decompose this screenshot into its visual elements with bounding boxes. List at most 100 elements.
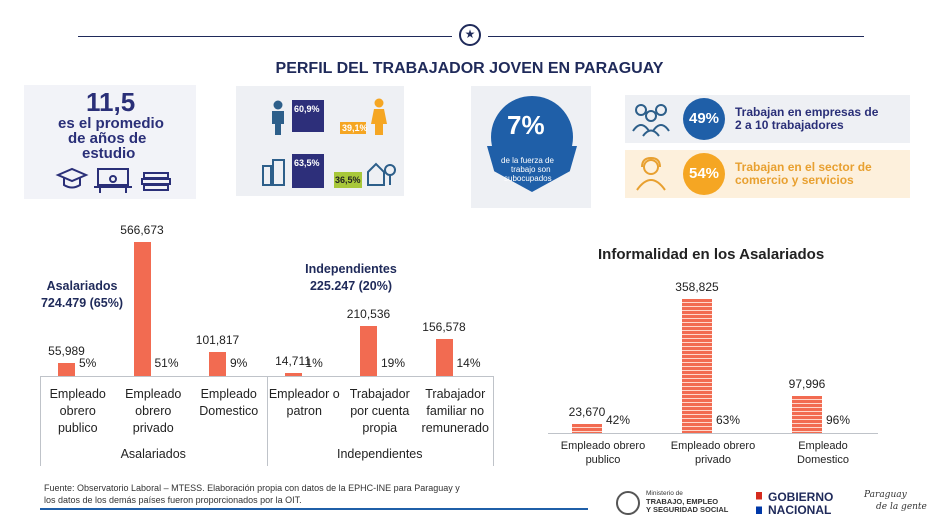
companies-line2: 2 a 10 trabajadores [735,118,844,132]
star-seal-icon: ★ [459,24,481,46]
ministry-seal-icon [616,491,640,515]
pct-label-5: 14% [456,356,481,370]
ministry-logo-text: Ministerio de TRABAJO, EMPLEO Y SEGURIDA… [646,490,728,514]
education-line1: es el promedio [58,115,164,132]
informality-bar-1 [682,299,712,433]
informality-bar-2 [792,396,822,433]
value-label-5: 156,578 [422,319,466,334]
teacher-desk-icon [94,168,132,193]
bar-1 [133,242,151,376]
bar-0 [58,362,75,376]
male-pct: 60,9% [294,104,320,114]
pct-label-4: 19% [381,356,406,370]
female-pct: 39,1% [342,123,368,133]
gov-flag-icon [756,492,762,514]
books-icon [141,172,171,191]
slogan-logo: Paraguay de la gente [864,489,927,513]
pct-label-3: 1% [305,356,323,370]
group-label-1: Independientes [337,447,423,461]
education-value: 11,5 [86,87,136,117]
farm-icon [367,162,396,186]
informality-pct-label-1: 63% [716,413,741,427]
group-label-0: Asalariados [120,447,186,461]
gender-area-card: 60,9% 39,1% 63,5% 36,5% [236,86,404,196]
source-line2: los datos de los demás países fueron pro… [44,495,302,505]
graduation-icons [55,167,171,193]
category-line: patron [286,404,322,418]
footer-rule [40,508,588,510]
ministry-line2: Y SEGURIDAD SOCIAL [646,505,729,514]
category-label-5: Trabajador familiar no remunerado [418,386,494,437]
value-label-0: 55,989 [48,343,85,358]
urban-pct: 63,5% [294,158,320,168]
informality-axis-line [548,433,878,434]
category-line: propia [362,421,398,435]
category-line: familiar no [426,404,485,418]
female-bar [340,122,366,134]
graduation-cap-icon [55,167,89,189]
ministry-line1: TRABAJO, EMPLEO [646,497,719,506]
pct-label-1: 51% [154,356,179,370]
category-label-2: Empleado Domestico [191,386,267,420]
informality-category-2: Empleado Domestico [768,439,878,467]
sector-line1: Trabajan en el sector de [735,160,872,174]
value-label-4: 210,536 [346,307,391,322]
companies-pct: 49% [683,98,725,140]
gov-logo-text: GOBIERNO NACIONAL [768,491,833,517]
group-divider-0 [40,376,41,466]
category-line: privado [694,454,732,466]
category-line: Empleado [125,387,182,401]
asalariados-annotation: Asalariados 724.479 (65%) [40,278,124,312]
rural-pct: 36,5% [335,175,361,185]
city-icon [262,159,285,186]
category-label-4: Trabajador por cuenta propia [342,386,418,437]
header-rule-left [78,36,452,37]
category-line: Empleado [49,387,106,401]
underemployed-text2: trabajo son [511,165,551,174]
underemployed-text1: de la fuerza de [501,156,554,165]
informality-chart-title: Informalidad en los Asalariados [598,246,825,263]
sector-pct: 54% [683,153,725,195]
value-label-1: 566,673 [120,223,164,237]
informality-category-1: Empleado obrero privado [658,439,768,467]
informality-bar-0 [572,424,602,433]
informality-value-label-0: 23,670 [568,405,606,420]
underemployed-value: 7% [507,110,545,140]
category-line: obrero [135,404,172,418]
call-center-icon [636,156,666,191]
male-icon [272,100,284,135]
underemployed-card: 7% de la fuerza de trabajo son subocupad… [471,86,591,208]
category-line: Empleado [200,387,257,401]
page-title: PERFIL DEL TRABAJADOR JOVEN EN PARAGUAY [275,60,664,77]
category-line: Empleado [798,440,848,452]
slogan-line1: Paraguay [864,490,907,500]
informality-category-0: Empleado obrero publico [548,439,658,467]
sector-line2: comercio y servicios [735,173,854,187]
slogan-line2: de la gente [876,502,927,512]
group-divider-2 [493,376,494,466]
informality-value-label-2: 97,996 [788,377,826,392]
category-label-1: Empleado obrero privado [116,386,192,437]
bar-4 [360,326,377,376]
asalariados-annotation-line1: Asalariados [46,279,118,293]
informality-value-label-1: 358,825 [675,280,719,294]
education-card: 11,5 es el promedio de años de estudio [24,85,196,199]
sector-card: 54% Trabajan en el sector de comercio y … [625,150,910,198]
female-icon [371,98,387,135]
gov-line2: NACIONAL [768,503,832,517]
category-label-0: Empleado obrero publico [40,386,116,437]
source-line1: Fuente: Observatorio Laboral – MTESS. El… [44,483,460,493]
category-label-3: Empleador o patron [267,386,343,420]
category-line: obrero [59,404,96,418]
education-line2: de años de [68,130,147,147]
asalariados-annotation-line2: 724.479 (65%) [40,296,123,310]
category-line: Empleador o [268,387,340,401]
pct-label-0: 5% [79,356,97,370]
category-line: publico [585,454,621,466]
category-line: Empleado obrero [560,440,646,452]
category-line: Domestico [199,404,259,418]
male-bar [292,100,324,132]
independientes-annotation: Independientes 225.247 (20%) [298,261,404,295]
category-line: remunerado [421,421,489,435]
companies-card: 49% Trabajan en empresas de 2 a 10 traba… [625,95,910,143]
